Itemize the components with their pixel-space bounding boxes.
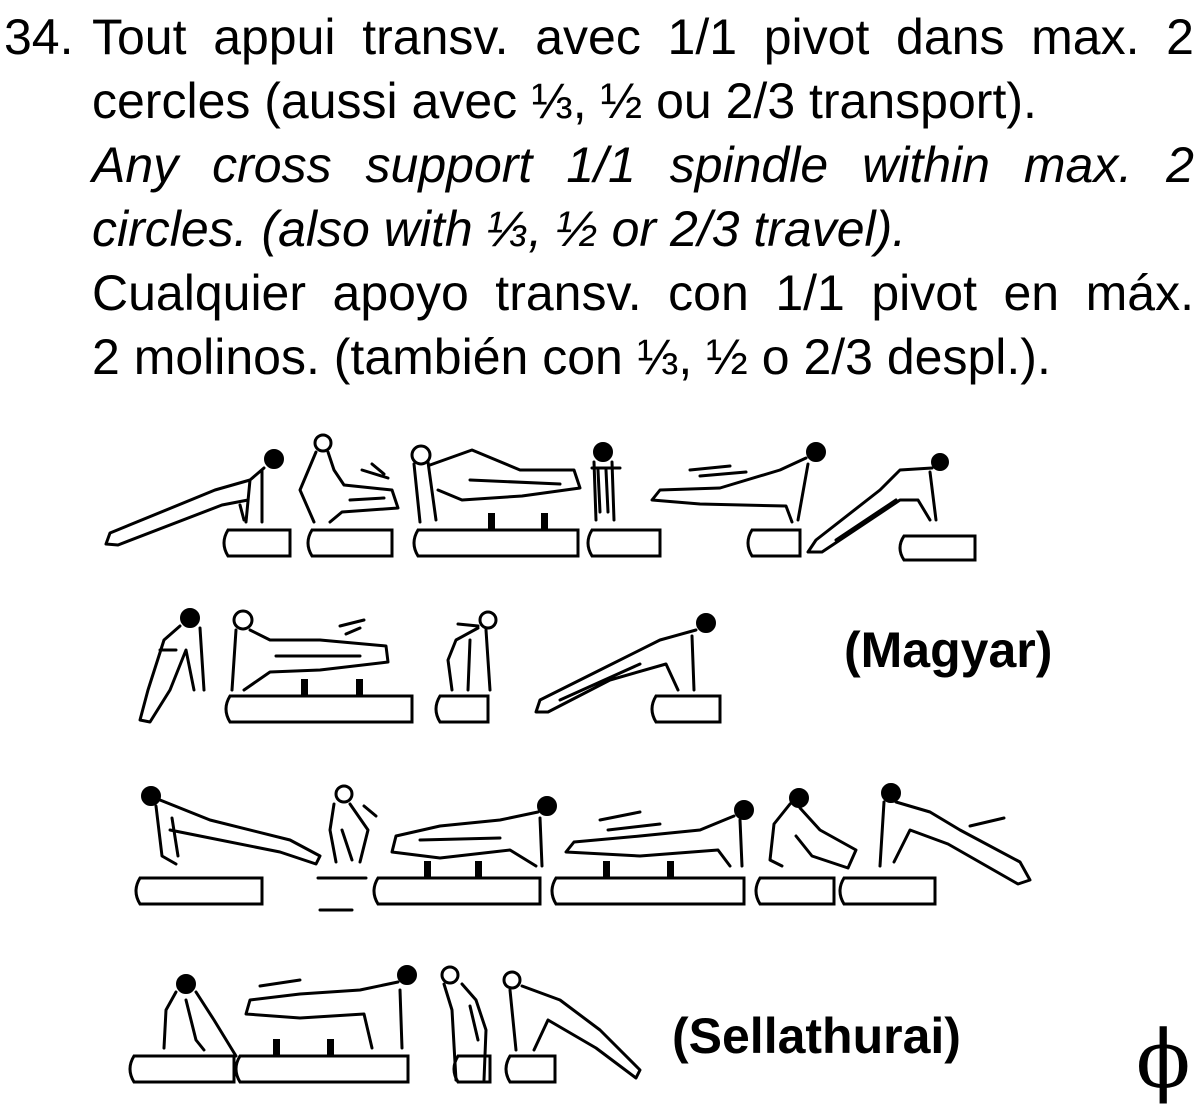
magyar-label: (Magyar) — [844, 622, 1053, 678]
element-number: 34. — [4, 9, 74, 65]
figure-row-4 — [128, 965, 642, 1084]
english-line-2: circles. (also with ⅓, ½ or 2/3 travel). — [92, 201, 907, 257]
english-line-1: Any cross support 1/1 spindle within max… — [92, 137, 1194, 193]
spanish-line-1: Cualquier apoyo transv. con 1/1 pivot en… — [92, 265, 1194, 321]
figure-row-2 — [138, 608, 722, 724]
sellathurai-label: (Sellathurai) — [672, 1008, 961, 1064]
spanish-line-2: 2 molinos. (también con ⅓, ½ o 2/3 despl… — [92, 329, 1051, 385]
french-line-2: cercles (aussi avec ⅓, ½ ou 2/3 transpor… — [92, 73, 1037, 129]
figure-row-1 — [104, 433, 977, 562]
figure-row-3 — [134, 783, 1032, 912]
phi-symbol: ϕ — [1136, 1013, 1191, 1106]
french-line-1: Tout appui transv. avec 1/1 pivot dans m… — [92, 9, 1194, 65]
